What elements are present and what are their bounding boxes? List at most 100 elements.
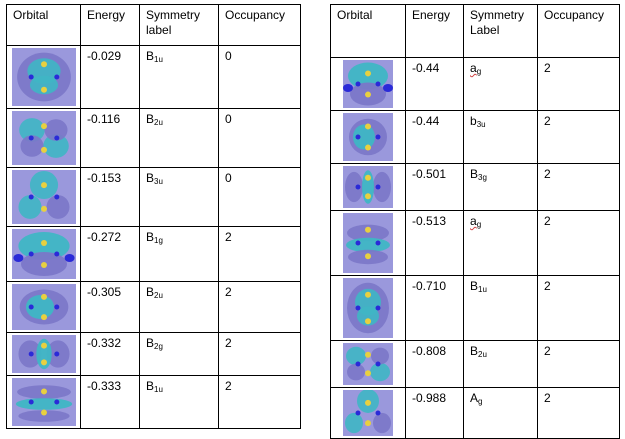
occupancy-cell: 0 [218,167,301,227]
orbital-image [6,108,81,168]
table-row: -0.272 B1g 2 [6,226,301,282]
energy-cell: -0.808 [405,340,464,388]
energy-cell: -0.029 [80,45,140,109]
table-header-row: Orbital Energy Symmetry label Occupancy [6,4,301,46]
symmetry-subscript: 1u [154,385,163,394]
symmetry-symbol: B [146,112,155,126]
orbital-image [6,167,81,227]
header-occupancy: Occupancy [537,4,620,58]
symmetry-subscript: 1u [478,285,487,294]
orbital-table-right: Orbital Energy Symmetry Label Occupancy … [330,4,620,439]
orbital-image [330,210,406,276]
symmetry-symbol: B [146,336,155,350]
symmetry-cell: B3u [139,167,219,227]
energy-cell: -0.44 [405,110,464,164]
symmetry-subscript: 2u [478,350,487,359]
table-row: -0.710 B1u 2 [330,275,620,341]
energy-cell: -0.501 [405,163,464,211]
symmetry-cell: B2u [139,281,219,333]
orbital-lobe-icon [8,335,80,373]
header-orbital: Orbital [6,4,81,46]
orbital-image [330,275,406,341]
orbital-lobe-icon [332,213,405,273]
header-energy: Energy [80,4,140,46]
symmetry-subscript: 3u [476,120,486,129]
symmetry-subscript: 1u [154,55,163,64]
occupancy-cell: 0 [218,108,301,168]
symmetry-symbol: B [146,285,155,299]
table-header-row: Orbital Energy Symmetry Label Occupancy [330,4,620,58]
symmetry-cell: b3u [463,110,538,164]
orbital-lobe-icon [8,378,80,426]
orbital-lobe-icon [332,343,405,385]
orbital-lobe-icon [8,284,80,330]
occupancy-cell: 2 [537,163,620,211]
orbital-image [330,387,406,439]
symmetry-cell: Ag [463,387,538,439]
energy-cell: -0.116 [80,108,140,168]
orbital-lobe-icon [332,390,405,436]
occupancy-cell: 2 [218,332,301,376]
table-row: -0.029 B1u 0 [6,45,301,109]
table-row: -0.501 B3g 2 [330,163,620,211]
orbital-lobe-icon [332,113,405,161]
symmetry-cell: B1g [139,226,219,282]
occupancy-cell: 2 [537,387,620,439]
symmetry-symbol: B [470,167,479,181]
header-symmetry: Symmetry label [139,4,219,46]
symmetry-symbol: b [470,114,477,128]
orbital-lobe-icon [332,278,405,338]
symmetry-subscript: g [476,67,482,76]
energy-cell: -0.153 [80,167,140,227]
table-row: -0.44 ag 2 [330,57,620,111]
header-energy: Energy [405,4,464,58]
table-row: -0.513 ag 2 [330,210,620,276]
orbital-image [6,332,81,376]
energy-cell: -0.332 [80,332,140,376]
orbital-lobe-icon [8,170,80,224]
occupancy-cell: 2 [537,340,620,388]
table-row: -0.332 B2g 2 [6,332,301,376]
symmetry-cell: ag [463,210,538,276]
orbital-image [6,226,81,282]
occupancy-cell: 2 [537,57,620,111]
header-symmetry: Symmetry Label [463,4,538,58]
symmetry-subscript: 3g [478,173,487,182]
symmetry-symbol: A [470,391,479,405]
symmetry-symbol: B [146,49,155,63]
symmetry-subscript: 2u [154,118,163,127]
occupancy-cell: 2 [218,226,301,282]
occupancy-cell: 0 [218,45,301,109]
orbital-image [6,281,81,333]
orbital-image [330,340,406,388]
orbital-lobe-icon [8,111,80,165]
orbital-lobe-icon [8,229,80,279]
symmetry-subscript: 2u [154,291,163,300]
table-row: -0.988 Ag 2 [330,387,620,439]
header-occupancy: Occupancy [218,4,301,46]
symmetry-subscript: g [478,397,483,406]
symmetry-cell: B3g [463,163,538,211]
symmetry-cell: B2u [139,108,219,168]
symmetry-cell: B2g [139,332,219,376]
symmetry-subscript: g [476,220,482,229]
symmetry-cell: B1u [139,45,219,109]
symmetry-subscript: 1g [154,236,163,245]
orbital-image [6,45,81,109]
table-row: -0.305 B2u 2 [6,281,301,333]
symmetry-symbol: B [146,230,155,244]
orbital-image [6,375,81,429]
table-row: -0.808 B2u 2 [330,340,620,388]
symmetry-symbol: B [146,171,155,185]
occupancy-cell: 2 [537,210,620,276]
table-row: -0.333 B1u 2 [6,375,301,429]
table-row: -0.153 B3u 0 [6,167,301,227]
symmetry-cell: B2u [463,340,538,388]
orbital-lobe-icon [332,166,405,208]
symmetry-cell: ag [463,57,538,111]
energy-cell: -0.710 [405,275,464,341]
energy-cell: -0.333 [80,375,140,429]
symmetry-symbol: B [470,279,479,293]
table-row: -0.44 b3u 2 [330,110,620,164]
orbital-lobe-icon [8,48,80,106]
